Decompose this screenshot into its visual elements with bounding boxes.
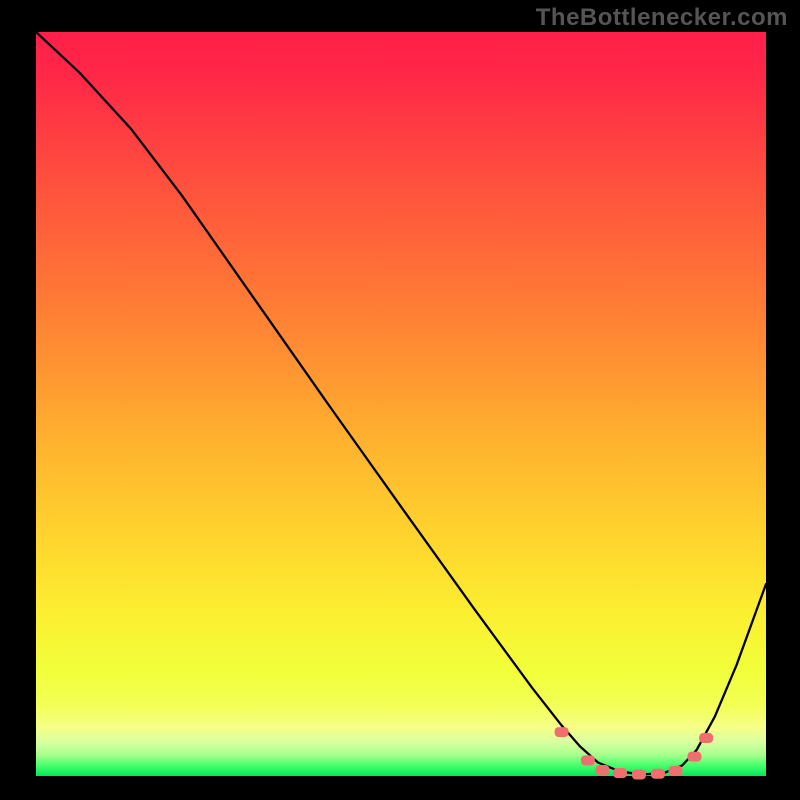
highlight-marker [699,733,713,743]
highlight-marker [651,769,665,779]
bottleneck-chart [0,0,800,800]
highlight-marker [668,766,682,776]
highlight-marker [595,765,609,775]
highlight-marker [581,755,595,765]
highlight-marker [687,752,701,762]
highlight-marker [632,770,646,780]
plot-gradient-background [36,32,766,776]
chart-frame: TheBottlenecker.com [0,0,800,800]
highlight-marker [613,768,627,778]
highlight-marker [555,727,569,737]
watermark-text: TheBottlenecker.com [536,4,788,32]
